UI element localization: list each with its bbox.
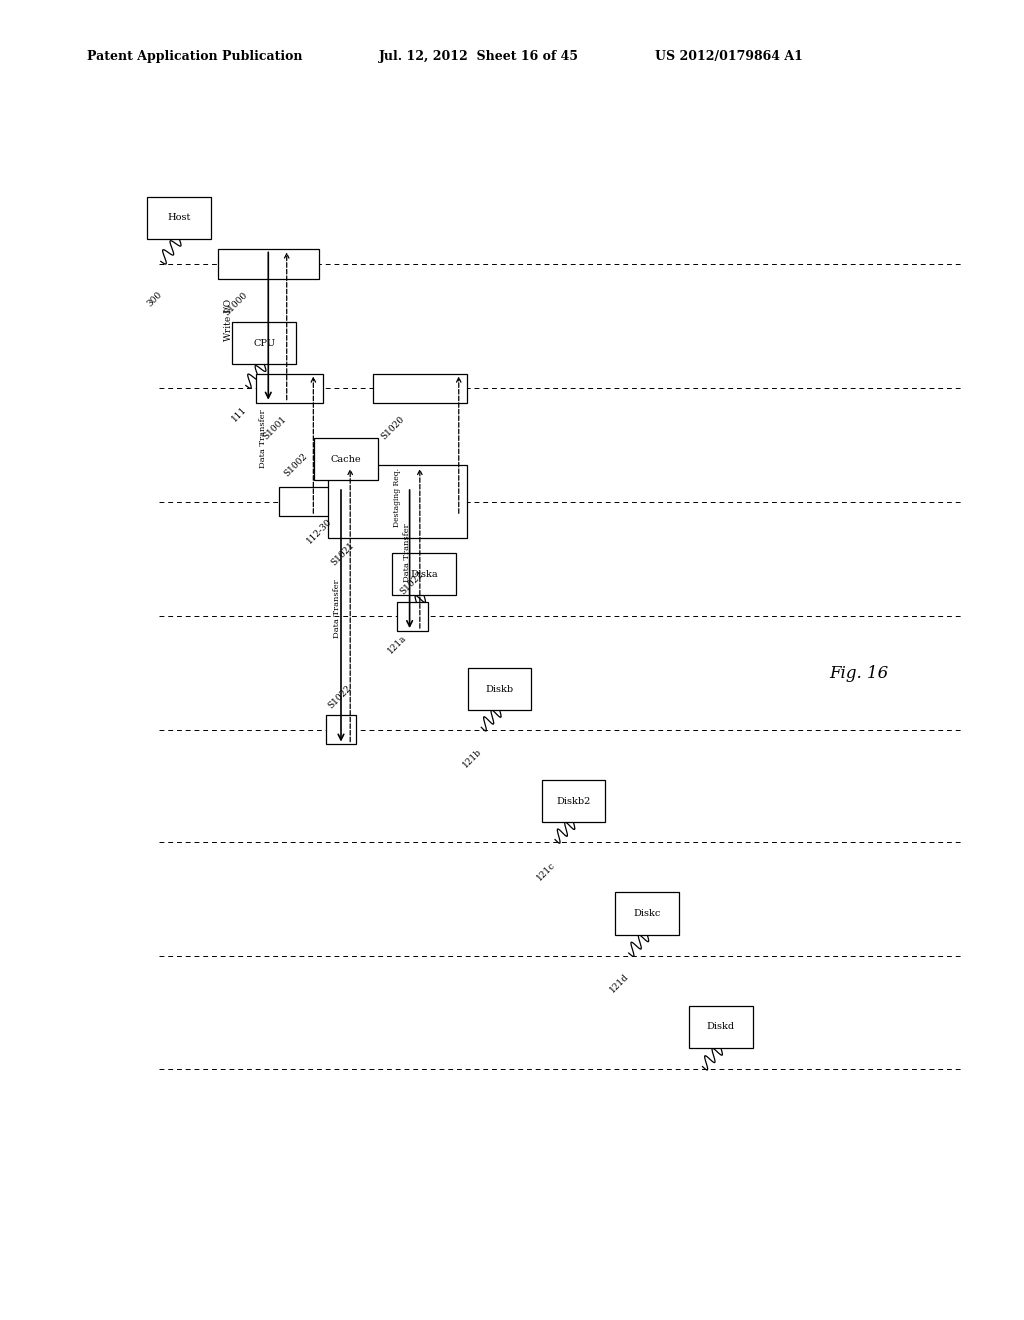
Text: Destaging Req.: Destaging Req. bbox=[393, 469, 401, 527]
Text: 121c: 121c bbox=[535, 861, 557, 882]
Bar bbox=[314, 438, 378, 480]
Text: Diskb: Diskb bbox=[485, 685, 514, 693]
Text: S1002: S1002 bbox=[283, 451, 309, 478]
Bar bbox=[542, 780, 605, 822]
Text: Cache: Cache bbox=[331, 455, 361, 463]
Text: S1022: S1022 bbox=[327, 684, 353, 710]
Bar bbox=[392, 553, 456, 595]
Text: S1020: S1020 bbox=[379, 414, 406, 441]
Text: S1021: S1021 bbox=[330, 541, 356, 568]
Text: Patent Application Publication: Patent Application Publication bbox=[87, 50, 302, 63]
Text: Diskd: Diskd bbox=[707, 1023, 735, 1031]
Text: US 2012/0179864 A1: US 2012/0179864 A1 bbox=[655, 50, 803, 63]
Bar bbox=[328, 465, 467, 539]
Text: S1000: S1000 bbox=[222, 290, 249, 317]
Text: S1001: S1001 bbox=[261, 414, 288, 441]
Bar bbox=[256, 374, 323, 403]
Bar bbox=[373, 374, 467, 403]
Bar bbox=[326, 715, 356, 744]
Text: S1022: S1022 bbox=[398, 570, 425, 597]
Text: Data Transfer: Data Transfer bbox=[333, 579, 341, 639]
Text: CPU: CPU bbox=[253, 339, 275, 347]
Text: 112-30: 112-30 bbox=[305, 516, 334, 545]
Text: 121d: 121d bbox=[608, 972, 631, 995]
Text: Diskc: Diskc bbox=[634, 909, 660, 917]
Text: Fig. 16: Fig. 16 bbox=[829, 665, 889, 681]
Text: Data Transfer: Data Transfer bbox=[403, 523, 412, 582]
Text: 121b: 121b bbox=[461, 746, 483, 770]
Text: 300: 300 bbox=[145, 290, 164, 309]
Bar bbox=[147, 197, 211, 239]
Text: Data Transfer: Data Transfer bbox=[259, 409, 267, 467]
Bar bbox=[218, 249, 319, 279]
Text: Write I/O: Write I/O bbox=[223, 298, 232, 341]
Text: 111: 111 bbox=[230, 405, 249, 424]
Bar bbox=[689, 1006, 753, 1048]
Bar bbox=[232, 322, 296, 364]
Text: Diskb2: Diskb2 bbox=[556, 797, 591, 805]
Bar bbox=[468, 668, 531, 710]
Text: Jul. 12, 2012  Sheet 16 of 45: Jul. 12, 2012 Sheet 16 of 45 bbox=[379, 50, 579, 63]
Bar bbox=[615, 892, 679, 935]
Bar bbox=[279, 487, 330, 516]
Text: Host: Host bbox=[168, 214, 190, 222]
Text: 121a: 121a bbox=[386, 634, 409, 655]
Bar bbox=[397, 602, 428, 631]
Text: Diska: Diska bbox=[411, 570, 437, 578]
